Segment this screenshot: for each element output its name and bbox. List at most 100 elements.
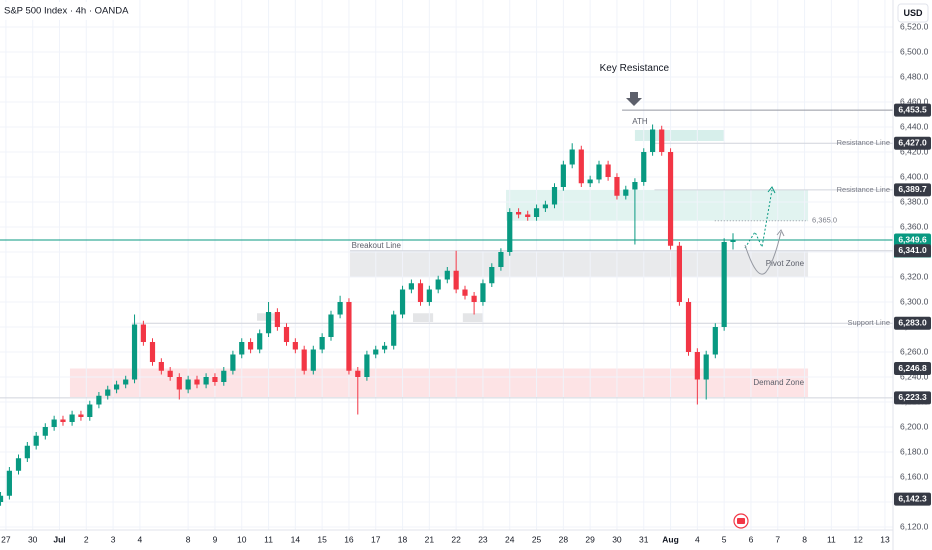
x-tick-label: 16 bbox=[344, 534, 354, 544]
y-tick-label: 6,520.0 bbox=[900, 21, 929, 31]
candle-body bbox=[614, 177, 620, 196]
y-tick-label: 6,360.0 bbox=[900, 221, 929, 231]
event-icon-flag bbox=[737, 518, 745, 524]
x-tick-label: Jul bbox=[53, 534, 65, 544]
y-tick-label: 6,380.0 bbox=[900, 196, 929, 206]
y-tick-label: 6,440.0 bbox=[900, 121, 929, 131]
candle-body bbox=[587, 179, 593, 184]
x-tick-label: 18 bbox=[398, 534, 408, 544]
candle-body bbox=[676, 245, 682, 302]
candle-body bbox=[87, 404, 93, 417]
x-tick-label: 4 bbox=[138, 534, 143, 544]
x-tick-label: 12 bbox=[853, 534, 863, 544]
candle-body bbox=[551, 187, 558, 205]
x-tick-label: 22 bbox=[451, 534, 461, 544]
chart-title: S&P 500 Index · 4h · OANDA bbox=[4, 6, 129, 17]
price-badge bbox=[894, 362, 931, 375]
down-arrow bbox=[626, 92, 642, 106]
candle-body bbox=[292, 342, 298, 350]
y-tick-label: 6,200.0 bbox=[900, 421, 929, 431]
candle-body bbox=[239, 342, 245, 355]
price-badge-label: 6,453.5 bbox=[898, 104, 927, 114]
y-tick-label: 6,420.0 bbox=[900, 146, 929, 156]
candle-body bbox=[149, 342, 156, 362]
candle-body bbox=[623, 189, 629, 196]
candle-body bbox=[274, 312, 280, 327]
candle-body bbox=[203, 377, 209, 385]
x-tick-label: 28 bbox=[559, 534, 569, 544]
candle-body bbox=[417, 283, 424, 302]
candle-body bbox=[15, 458, 22, 471]
candle-body bbox=[60, 419, 66, 422]
candle-body bbox=[158, 362, 164, 371]
price-badge bbox=[894, 136, 931, 150]
candle-body bbox=[659, 129, 665, 152]
zone bbox=[350, 250, 809, 277]
drawings bbox=[626, 92, 785, 529]
candle-body bbox=[399, 289, 406, 315]
x-tick-label: 4 bbox=[695, 534, 700, 544]
x-tick-label: 29 bbox=[585, 534, 595, 544]
price-badge bbox=[894, 233, 931, 247]
y-tick-label: 6,300.0 bbox=[900, 296, 929, 306]
candle-body bbox=[381, 345, 388, 350]
candle-body bbox=[167, 370, 173, 377]
candle-body bbox=[328, 314, 334, 337]
x-tick-label: 30 bbox=[612, 534, 622, 544]
x-tick-label: Aug bbox=[662, 534, 679, 544]
candle-body bbox=[730, 240, 736, 242]
candle-body bbox=[337, 302, 343, 315]
candle-body bbox=[605, 164, 611, 177]
candle-body bbox=[257, 333, 263, 350]
candle-body bbox=[131, 324, 138, 380]
candle-body bbox=[364, 354, 370, 377]
price-badge-label: 6,283.0 bbox=[898, 318, 927, 328]
candle-body bbox=[221, 370, 227, 382]
x-tick-label: 8 bbox=[186, 534, 191, 544]
x-tick-label: 6 bbox=[749, 534, 754, 544]
x-tick-label: 9 bbox=[213, 534, 218, 544]
candle-body bbox=[96, 395, 102, 405]
price-badge-label: 6,246.8 bbox=[898, 363, 927, 373]
candle-body bbox=[69, 414, 75, 422]
x-tick-label: 13 bbox=[880, 534, 890, 544]
candle-body bbox=[185, 379, 191, 390]
x-tick-label: 21 bbox=[425, 534, 435, 544]
price-badge-label: 6,142.3 bbox=[898, 493, 927, 503]
level-label: Support Line bbox=[847, 318, 890, 327]
x-tick-label: 5 bbox=[722, 534, 727, 544]
annotation: Breakout Line bbox=[352, 241, 402, 250]
candle-body bbox=[140, 324, 146, 342]
candle-body bbox=[507, 212, 513, 252]
projection-alt bbox=[744, 231, 782, 275]
zone-label: Demand Zone bbox=[753, 378, 804, 387]
candle-body bbox=[426, 289, 432, 302]
candle-body bbox=[33, 435, 39, 446]
x-tick-label: 30 bbox=[28, 534, 38, 544]
x-tick-label: 10 bbox=[237, 534, 247, 544]
x-tick-label: 14 bbox=[291, 534, 301, 544]
price-badge bbox=[894, 391, 931, 405]
price-badge-label: 6,427.0 bbox=[898, 138, 927, 148]
candle-body bbox=[373, 349, 379, 355]
x-tick-label: 24 bbox=[505, 534, 515, 544]
y-tick-label: 6,500.0 bbox=[900, 46, 929, 56]
candle-body bbox=[641, 152, 647, 182]
y-tick-label: 6,120.0 bbox=[900, 521, 929, 531]
y-tick-label: 6,260.0 bbox=[900, 346, 929, 356]
x-tick-label: 27 bbox=[1, 534, 11, 544]
candle-body bbox=[230, 354, 236, 371]
notes: Demand Zone Pivot Zone Resistance Line Resi… bbox=[352, 63, 890, 387]
candle-body bbox=[105, 389, 111, 396]
x-tick-label: 15 bbox=[317, 534, 327, 544]
candle-body bbox=[649, 129, 656, 152]
currency: USD bbox=[903, 8, 923, 18]
candle-body bbox=[194, 379, 200, 385]
grid bbox=[0, 0, 893, 530]
candle-body bbox=[6, 470, 12, 496]
currency-button[interactable] bbox=[897, 3, 929, 23]
annotation: ATH bbox=[632, 117, 648, 126]
